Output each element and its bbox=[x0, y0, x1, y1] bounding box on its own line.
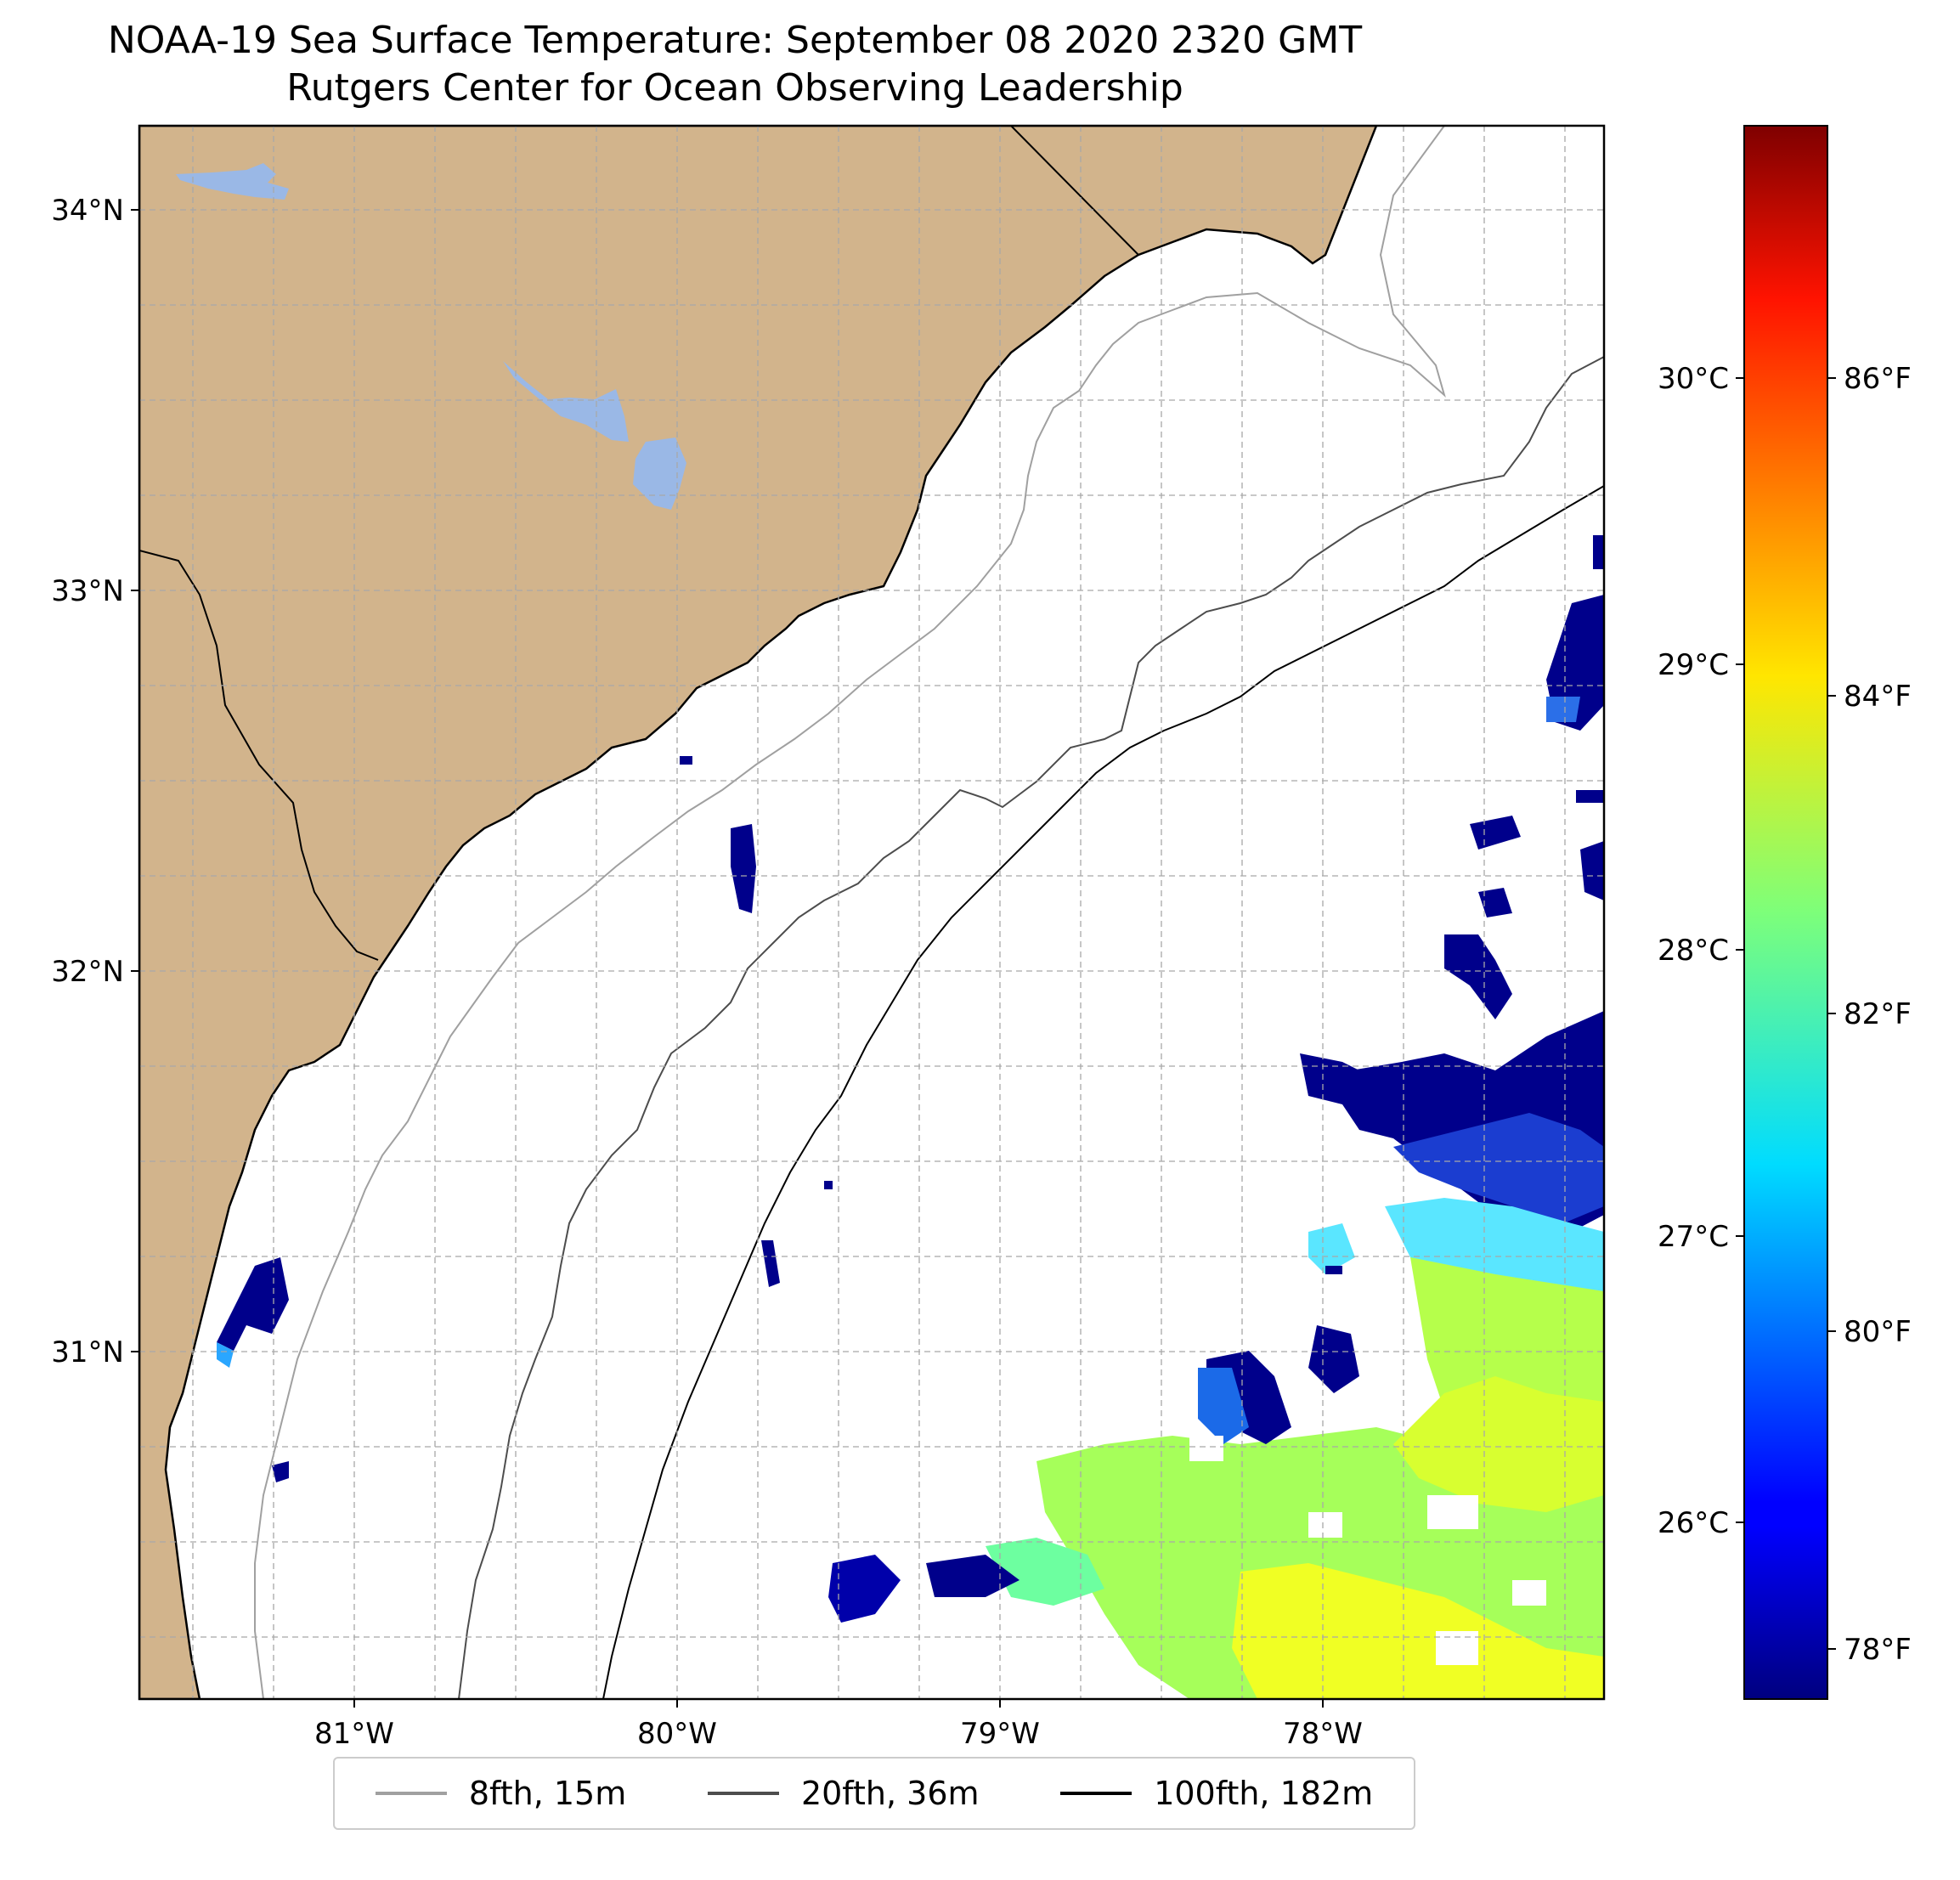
y-tick-label: 31°N bbox=[51, 1335, 124, 1369]
celsius-tick-label: 29°C bbox=[1658, 648, 1729, 682]
isobath-8fth bbox=[254, 126, 1446, 1699]
isobath-100fth bbox=[602, 485, 1604, 1699]
map-frame bbox=[138, 124, 1606, 1701]
celsius-tick-label: 27°C bbox=[1658, 1220, 1729, 1254]
lake-moultrie bbox=[633, 438, 686, 510]
map-area bbox=[139, 126, 1604, 1699]
isobath-20fth bbox=[458, 356, 1604, 1699]
legend-line-swatch bbox=[707, 1792, 779, 1795]
x-tick-label: 81°W bbox=[314, 1717, 394, 1751]
lake-marion bbox=[503, 361, 629, 442]
x-tick-label: 79°W bbox=[960, 1717, 1040, 1751]
colorbar-gradient bbox=[1743, 125, 1828, 1700]
legend-item-8fth: 8fth, 15m bbox=[375, 1775, 627, 1812]
isobath-legend: 8fth, 15m 20fth, 36m 100fth, 182m bbox=[333, 1757, 1415, 1830]
fahrenheit-tick-label: 84°F bbox=[1844, 680, 1912, 714]
sst-data-gaps bbox=[1189, 1436, 1546, 1665]
legend-line-swatch bbox=[1060, 1792, 1133, 1795]
legend-item-100fth: 100fth, 182m bbox=[1060, 1775, 1373, 1812]
x-tick-label: 80°W bbox=[637, 1717, 717, 1751]
celsius-tick-label: 28°C bbox=[1658, 934, 1729, 968]
legend-label: 100fth, 182m bbox=[1154, 1775, 1374, 1812]
fahrenheit-tick-label: 78°F bbox=[1844, 1633, 1912, 1667]
y-axis: 34°N 33°N 32°N 31°N bbox=[51, 194, 139, 1369]
map-gridlines bbox=[139, 126, 1604, 1699]
colorbar: 30°C 29°C 28°C 27°C 26°C 86°F 84°F 82°F … bbox=[1658, 125, 1912, 1700]
fahrenheit-tick-label: 80°F bbox=[1844, 1315, 1912, 1349]
legend-item-20fth: 20fth, 36m bbox=[707, 1775, 980, 1812]
reservoir bbox=[176, 163, 289, 200]
celsius-tick-label: 30°C bbox=[1658, 362, 1729, 396]
x-tick-label: 78°W bbox=[1283, 1717, 1363, 1751]
legend-label: 8fth, 15m bbox=[468, 1775, 627, 1812]
x-axis: 81°W 80°W 79°W 78°W bbox=[314, 1699, 1363, 1751]
land-area bbox=[139, 126, 1378, 1699]
legend-label: 20fth, 36m bbox=[800, 1775, 980, 1812]
y-tick-label: 34°N bbox=[51, 194, 124, 228]
legend-line-swatch bbox=[375, 1792, 447, 1795]
celsius-tick-label: 26°C bbox=[1658, 1506, 1729, 1540]
fahrenheit-tick-label: 86°F bbox=[1844, 362, 1912, 396]
y-tick-label: 32°N bbox=[51, 955, 124, 989]
fahrenheit-tick-label: 82°F bbox=[1844, 997, 1912, 1031]
chart-subtitle: Rutgers Center for Ocean Observing Leade… bbox=[286, 66, 1183, 110]
y-tick-label: 33°N bbox=[51, 574, 124, 608]
chart-title: NOAA-19 Sea Surface Temperature: Septemb… bbox=[107, 19, 1363, 62]
state-border bbox=[139, 126, 1139, 961]
